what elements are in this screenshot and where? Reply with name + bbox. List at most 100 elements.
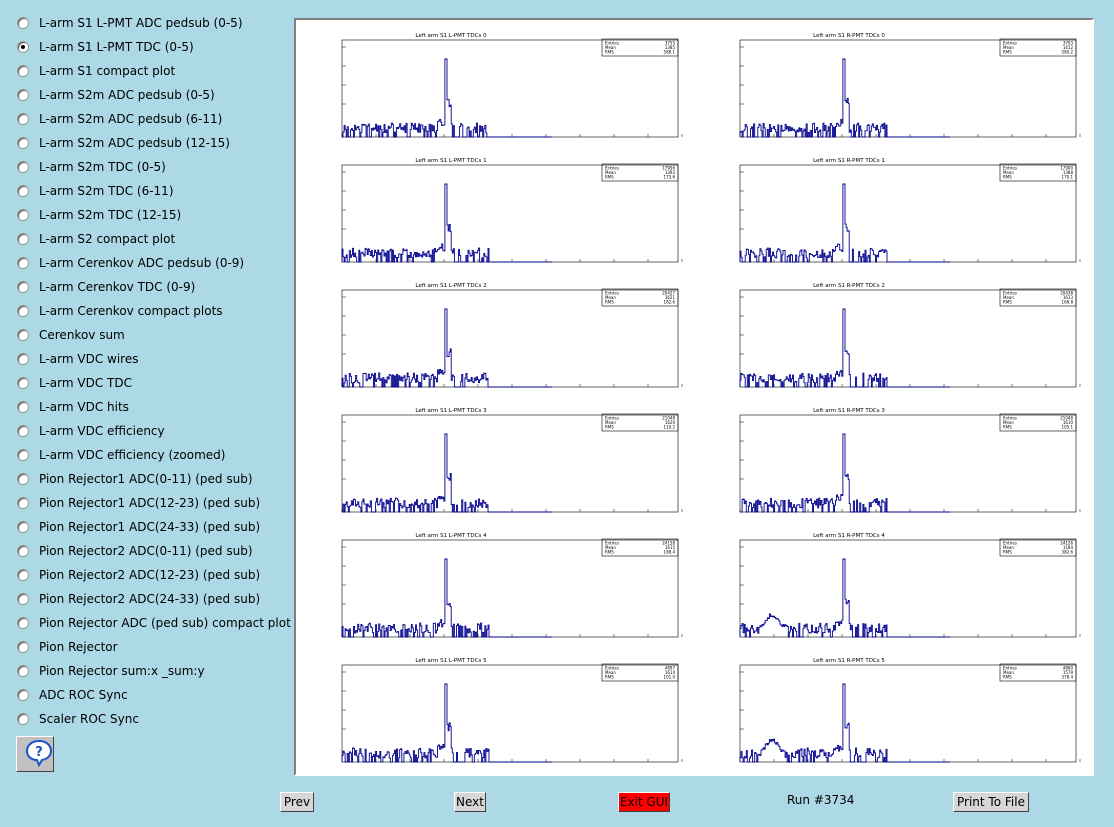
next-button[interactable]: Next (454, 792, 486, 812)
radio-button[interactable] (17, 401, 29, 413)
radio-button[interactable] (17, 41, 29, 53)
histogram-plot: Left arm S1 R-PMT TDCs 0 Entries 3703 Mean 1… (739, 33, 1081, 138)
plot-option[interactable]: Pion Rejector2 ADC(0-11) (ped sub) (16, 539, 288, 563)
radio-button[interactable] (17, 353, 29, 365)
stats-value: 1412 (1063, 45, 1074, 50)
radio-button[interactable] (17, 17, 29, 29)
plot-option[interactable]: Pion Rejector sum:x _sum:y (16, 659, 288, 683)
histogram-plot: Left arm S1 L-PMT TDCs 3 Entries 21048 Mean… (341, 408, 683, 513)
stats-label: RMS (1003, 425, 1012, 430)
plot-option[interactable]: L-arm S2m TDC (0-5) (16, 155, 288, 179)
plot-option[interactable]: L-arm VDC wires (16, 347, 288, 371)
plot-option[interactable]: L-arm S1 compact plot (16, 59, 288, 83)
stats-label: Mean (1003, 545, 1014, 550)
plot-option[interactable]: L-arm S2m ADC pedsub (0-5) (16, 83, 288, 107)
stats-label: RMS (1003, 675, 1012, 680)
radio-button[interactable] (17, 329, 29, 341)
stats-value: 1614 (665, 670, 676, 675)
radio-button[interactable] (17, 257, 29, 269)
stats-label: Entries (605, 416, 619, 421)
histogram-series (341, 683, 552, 763)
radio-button[interactable] (17, 473, 29, 485)
stats-value: 168.8 (1062, 300, 1074, 305)
histogram-title: Left arm S1 L-PMT TDCs 5 (415, 658, 487, 664)
plot-option[interactable]: L-arm VDC hits (16, 395, 288, 419)
stats-value: 1621 (665, 295, 676, 300)
histogram-title: Left arm S1 R-PMT TDCs 2 (813, 283, 885, 289)
plot-option[interactable]: Pion Rejector1 ADC(0-11) (ped sub) (16, 467, 288, 491)
radio-button[interactable] (17, 545, 29, 557)
radio-button[interactable] (17, 665, 29, 677)
print-to-file-button[interactable]: Print To File (953, 792, 1029, 812)
plot-option[interactable]: L-arm S2m ADC pedsub (12-15) (16, 131, 288, 155)
radio-button[interactable] (17, 689, 29, 701)
stats-label: Mean (1003, 670, 1014, 675)
plot-option[interactable]: Pion Rejector1 ADC(12-23) (ped sub) (16, 491, 288, 515)
radio-button[interactable] (17, 593, 29, 605)
histogram-series (739, 183, 950, 263)
plot-option[interactable]: L-arm VDC efficiency (16, 419, 288, 443)
plot-option[interactable]: L-arm VDC efficiency (zoomed) (16, 443, 288, 467)
radio-button[interactable] (17, 161, 29, 173)
plot-option[interactable]: L-arm S1 L-PMT TDC (0-5) (16, 35, 288, 59)
histogram-title: Left arm S1 L-PMT TDCs 2 (415, 283, 486, 289)
radio-button[interactable] (17, 65, 29, 77)
plot-option[interactable]: Scaler ROC Sync (16, 707, 288, 731)
radio-button[interactable] (17, 185, 29, 197)
exit-gui-button[interactable]: Exit GUI (618, 792, 670, 812)
plot-option-label: ADC ROC Sync (39, 688, 128, 702)
histogram-series (341, 308, 552, 388)
stats-label: Mean (1003, 45, 1014, 50)
radio-button[interactable] (17, 377, 29, 389)
plot-option[interactable]: L-arm Cerenkov compact plots (16, 299, 288, 323)
radio-button[interactable] (17, 569, 29, 581)
radio-button[interactable] (17, 233, 29, 245)
plot-option[interactable]: Pion Rejector2 ADC(24-33) (ped sub) (16, 587, 288, 611)
stats-value: 1579 (1063, 670, 1074, 675)
plot-option-label: Pion Rejector2 ADC(24-33) (ped sub) (39, 592, 261, 606)
plot-option[interactable]: L-arm Cerenkov ADC pedsub (0-9) (16, 251, 288, 275)
radio-button[interactable] (17, 713, 29, 725)
plot-option[interactable]: Pion Rejector2 ADC(12-23) (ped sub) (16, 563, 288, 587)
radio-button[interactable] (17, 305, 29, 317)
plot-option[interactable]: L-arm S2m TDC (6-11) (16, 179, 288, 203)
plot-option[interactable]: Pion Rejector (16, 635, 288, 659)
radio-button[interactable] (17, 521, 29, 533)
radio-button[interactable] (17, 497, 29, 509)
stats-value: 21048 (1060, 416, 1073, 421)
plot-option[interactable]: L-arm S2m ADC pedsub (6-11) (16, 107, 288, 131)
histogram-title: Left arm S1 R-PMT TDCs 0 (813, 33, 885, 39)
plot-option-label: L-arm Cerenkov compact plots (39, 304, 223, 318)
plot-option-label: L-arm VDC TDC (39, 376, 132, 390)
radio-button[interactable] (17, 449, 29, 461)
radio-button[interactable] (17, 209, 29, 221)
prev-button[interactable]: Prev (280, 792, 314, 812)
plot-option[interactable]: Pion Rejector1 ADC(24-33) (ped sub) (16, 515, 288, 539)
histogram-pad: Left arm S1 L-PMT TDCs 1 Entries 17956 Mean… (296, 151, 696, 271)
stats-label: RMS (605, 550, 614, 555)
stats-label: Entries (605, 291, 619, 296)
plot-option[interactable]: ADC ROC Sync (16, 683, 288, 707)
plot-option[interactable]: L-arm VDC TDC (16, 371, 288, 395)
plot-option[interactable]: L-arm S2 compact plot (16, 227, 288, 251)
stats-label: Mean (605, 420, 616, 425)
stats-value: 1184 (1063, 545, 1074, 550)
radio-button[interactable] (17, 281, 29, 293)
radio-button[interactable] (17, 425, 29, 437)
radio-button[interactable] (17, 89, 29, 101)
stats-label: Mean (605, 670, 616, 675)
plot-option[interactable]: Pion Rejector ADC (ped sub) compact plot (16, 611, 291, 635)
plot-option[interactable]: L-arm Cerenkov TDC (0-9) (16, 275, 288, 299)
radio-button[interactable] (17, 113, 29, 125)
radio-button[interactable] (17, 137, 29, 149)
plot-option-label: L-arm Cerenkov ADC pedsub (0-9) (39, 256, 245, 270)
plot-option[interactable]: L-arm S2m TDC (12-15) (16, 203, 288, 227)
stats-value: 24158 (662, 541, 675, 546)
plot-option[interactable]: L-arm S1 L-PMT ADC pedsub (0-5) (16, 11, 288, 35)
histogram-series (342, 58, 552, 138)
histogram-title: Left arm S1 L-PMT TDCs 3 (415, 408, 487, 414)
help-button[interactable]: ? (16, 736, 54, 772)
plot-option[interactable]: Cerenkov sum (16, 323, 288, 347)
radio-button[interactable] (17, 641, 29, 653)
radio-button[interactable] (17, 617, 29, 629)
